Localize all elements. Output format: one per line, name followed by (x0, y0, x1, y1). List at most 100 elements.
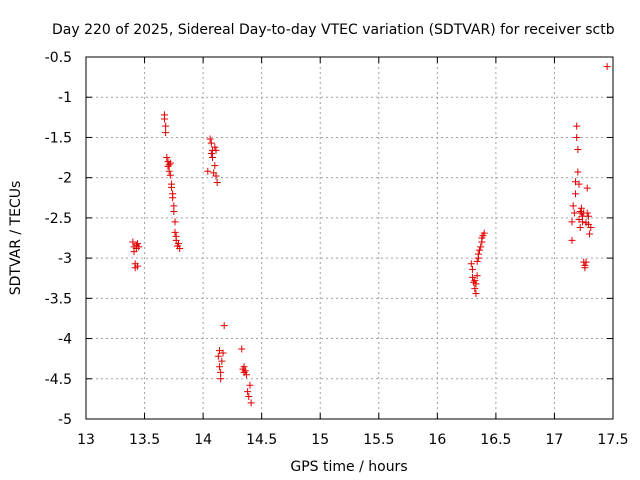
data-point (163, 154, 171, 162)
data-point (570, 209, 578, 217)
data-point (134, 240, 142, 248)
data-point (584, 212, 592, 220)
data-point (212, 146, 220, 154)
data-point (162, 129, 170, 137)
data-point (219, 349, 227, 357)
data-point (576, 224, 584, 232)
y-tick-label: -4.5 (45, 372, 72, 388)
data-point (172, 232, 180, 240)
data-point (472, 280, 480, 288)
data-point (220, 322, 228, 330)
data-point (206, 135, 214, 143)
data-point (572, 178, 580, 186)
data-point (218, 357, 226, 365)
data-point (241, 367, 249, 375)
x-tick-label: 16.5 (480, 432, 511, 448)
data-point (575, 180, 583, 188)
data-point (211, 143, 219, 151)
data-point (480, 229, 488, 237)
grid-lines (86, 57, 613, 419)
data-point (581, 264, 589, 272)
data-point (467, 260, 475, 268)
data-point (170, 207, 178, 215)
data-point (471, 277, 479, 285)
x-tick-label: 14 (194, 432, 212, 448)
x-tick-label: 17 (546, 432, 564, 448)
data-point (238, 345, 246, 353)
x-tick-label: 14.5 (246, 432, 277, 448)
data-point (572, 190, 580, 198)
data-point (166, 159, 174, 167)
data-point (576, 207, 584, 215)
data-point (583, 209, 591, 217)
data-point (568, 218, 576, 226)
y-tick-label: -0.5 (45, 50, 72, 66)
data-point (208, 154, 216, 162)
data-point (579, 218, 587, 226)
data-point (129, 238, 137, 246)
data-point (475, 246, 483, 254)
x-axis-label: GPS time / hours (290, 459, 407, 475)
data-point (474, 250, 482, 258)
data-point (135, 243, 143, 251)
data-points (129, 63, 611, 407)
data-point (577, 204, 585, 212)
data-point (216, 347, 224, 355)
data-point (569, 202, 577, 210)
chart-title: Day 220 of 2025, Sidereal Day-to-day VTE… (52, 22, 615, 38)
y-tick-label: -5 (58, 412, 72, 428)
y-tick-label: -1 (58, 90, 72, 106)
y-tick-label: -1.5 (45, 130, 72, 146)
y-axis-label: SDTVAR / TECUs (8, 181, 24, 296)
data-point (165, 161, 173, 169)
y-tick-label: -3 (58, 251, 72, 267)
data-point (134, 262, 142, 270)
data-point (217, 375, 225, 383)
data-point (175, 240, 183, 248)
data-point (207, 139, 215, 147)
y-tick-label: -2 (58, 171, 72, 187)
data-point (212, 172, 220, 180)
x-tick-label: 15.5 (363, 432, 394, 448)
data-point (165, 167, 173, 175)
x-tick-label: 13 (77, 432, 95, 448)
data-point (245, 392, 253, 400)
axis-ticks: 13 13.5 14 14.5 15 15.5 16 16.5 17 17.5 -0.5 -1 -1.5… (45, 50, 629, 448)
x-tick-label: 13.5 (129, 432, 160, 448)
x-tick-label: 17.5 (597, 432, 628, 448)
data-point (160, 115, 168, 123)
data-point (575, 215, 583, 223)
data-point (573, 133, 581, 141)
plot-frame (85, 56, 614, 420)
data-point (217, 368, 225, 376)
data-point (240, 363, 248, 371)
x-tick-label: 15 (311, 432, 329, 448)
data-point (211, 162, 219, 170)
y-tick-label: -2.5 (45, 211, 72, 227)
data-point (171, 228, 179, 236)
data-point (244, 388, 252, 396)
data-point (247, 399, 255, 407)
data-point (582, 258, 590, 266)
data-point (204, 167, 212, 175)
data-point (214, 352, 222, 360)
data-point (473, 272, 481, 280)
data-point (169, 194, 177, 202)
data-point (574, 168, 582, 176)
data-point (171, 218, 179, 226)
data-point (207, 150, 215, 158)
data-point (167, 180, 175, 188)
y-tick-label: -3.5 (45, 291, 72, 307)
data-point (246, 381, 254, 389)
data-point (471, 285, 479, 293)
data-point (587, 224, 595, 232)
data-point (166, 171, 174, 179)
data-point (574, 146, 582, 154)
data-point (477, 243, 485, 251)
data-point (473, 257, 481, 265)
data-point (176, 244, 184, 252)
data-point (472, 290, 480, 298)
data-point (573, 122, 581, 130)
data-point (583, 184, 591, 192)
